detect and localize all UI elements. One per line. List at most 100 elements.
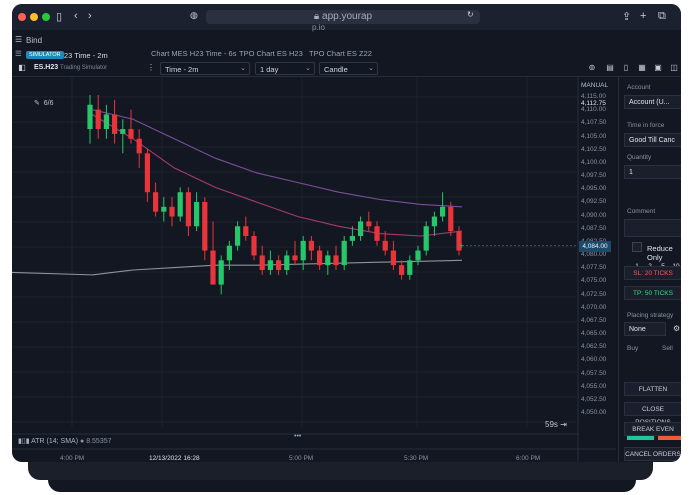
account-label: Account <box>627 84 651 91</box>
candle-up <box>218 260 224 285</box>
price-tick-label: 4,062.50 <box>581 343 607 351</box>
candle-up <box>284 255 290 271</box>
shield-icon: ◍ <box>190 10 198 20</box>
candle-up <box>87 104 93 130</box>
grid-icon[interactable]: ▦ <box>638 63 646 72</box>
price-tick-label: 4,075.00 <box>581 277 607 285</box>
reduce-only-checkbox[interactable] <box>632 242 642 252</box>
candle-down <box>448 206 454 232</box>
scale-mode[interactable]: MANUAL <box>581 82 609 89</box>
time-tick-label: 12/13/2022 16:28 <box>149 455 200 462</box>
quantity-input[interactable]: 1 <box>624 165 681 179</box>
price-tick-label: 4,070.00 <box>581 303 607 311</box>
window-icon[interactable]: ▣ <box>654 63 662 72</box>
candle-up <box>267 260 273 271</box>
tab-tpo-es-z22[interactable]: TPO Chart ES Z22 <box>309 49 372 58</box>
price-tick-label: 4,110.00 <box>581 106 606 114</box>
url-bar[interactable]: 🔒︎ app.yourap <box>206 10 480 24</box>
table-icon[interactable]: ▤ <box>606 63 614 72</box>
symbol-name[interactable]: ES.H23 <box>34 64 59 71</box>
price-tick-label: 4,080.00 <box>581 251 607 258</box>
candle-down <box>317 250 323 266</box>
candle-up <box>194 201 200 227</box>
chevron-down-icon: ⌄ <box>240 65 246 72</box>
candle-down <box>202 201 208 251</box>
sidebar-icon[interactable]: ▯ <box>56 11 63 23</box>
candle-up <box>415 250 421 261</box>
break-even-button[interactable]: BREAK EVEN <box>624 422 681 436</box>
candle-down <box>169 206 175 217</box>
back-icon[interactable]: ‹ <box>74 10 78 22</box>
cancel-orders-button[interactable]: CANCEL ORDERS <box>624 447 681 461</box>
ma-magenta <box>91 113 463 237</box>
page-indicator[interactable]: ✎ 6/6 <box>34 99 54 107</box>
countdown-value: 59s <box>545 420 558 429</box>
comment-input[interactable] <box>624 219 681 237</box>
placing-strategy-value: None <box>629 326 646 333</box>
share-icon[interactable]: ⇪ <box>622 11 632 23</box>
chart-type-select[interactable]: Candle ⌄ <box>319 62 378 75</box>
price-tick-label: 4,087.50 <box>581 224 607 232</box>
minimize-dot[interactable] <box>30 13 38 21</box>
tif-label: Time in force <box>627 122 665 129</box>
range-select[interactable]: 1 day ⌄ <box>255 62 315 75</box>
simulator-badge: SIMULATOR <box>26 51 64 59</box>
more-icon[interactable]: ⋮ <box>147 63 155 72</box>
pencil-icon: ✎ <box>34 100 40 107</box>
tif-select[interactable]: Good Till Canc <box>624 133 681 147</box>
page-count: 6/6 <box>43 100 54 107</box>
tabs-menu-icon[interactable]: ☰ <box>15 49 22 58</box>
tab-tpo-es-h23[interactable]: TPO Chart ES H23 <box>239 49 303 58</box>
account-select[interactable]: Account (U... <box>624 95 681 109</box>
order-panel: Account Account (U... Time in force Good… <box>618 77 681 462</box>
settings-icon[interactable]: ⚙ <box>673 324 681 333</box>
candlestick-chart[interactable]: ••• + <box>12 77 616 462</box>
chat-icon[interactable]: ⊚ <box>588 63 596 72</box>
reload-icon[interactable]: ↻ <box>467 10 474 19</box>
sell-label: Sell <box>662 345 673 352</box>
candle-up <box>161 206 167 212</box>
tab-chart-mes-h23[interactable]: Chart MES H23 Time - 6s <box>151 49 237 58</box>
candle-down <box>308 240 314 251</box>
candle-up <box>226 245 232 261</box>
flatten-button[interactable]: FLATTEN <box>624 382 681 396</box>
menu-label[interactable]: Bind <box>26 36 43 45</box>
forward-icon[interactable]: › <box>88 10 92 22</box>
candle-down <box>210 250 216 285</box>
candle-down <box>292 255 298 261</box>
price-tick-label: 4,060.00 <box>581 356 607 364</box>
hamburger-icon[interactable]: ☰ <box>15 35 23 44</box>
mouse-icon[interactable]: ▯ <box>623 63 629 72</box>
candle-down <box>276 260 282 271</box>
candle-up <box>300 240 306 261</box>
placing-strategy-select[interactable]: None <box>624 322 666 336</box>
jump-to-end-icon[interactable]: ⇥ <box>560 420 567 429</box>
candle-up <box>120 129 126 134</box>
tabs-icon[interactable]: ⧉ <box>658 10 666 22</box>
candle-down <box>144 153 150 193</box>
interval-select[interactable]: Time - 2m ⌄ <box>160 62 250 75</box>
layout-icon[interactable]: ◧ <box>18 63 26 72</box>
maximize-dot[interactable] <box>42 13 50 21</box>
tab-label: Chart ES H23 Time - 2m <box>26 51 108 60</box>
expand-icon[interactable]: ◫ <box>670 63 678 72</box>
price-tick-label: 4,095.00 <box>581 185 607 193</box>
candle-down <box>128 129 134 139</box>
close-positions-button[interactable]: CLOSE POSITIONS <box>624 402 681 426</box>
account-value: Account (U... <box>629 99 670 106</box>
price-tick-label: 4,050.00 <box>581 409 607 416</box>
candle-down <box>456 231 462 251</box>
candle-down <box>112 114 118 134</box>
atr-indicator-label[interactable]: ▮▯▮ ATR (14; SMA) ● 8.55357 <box>18 438 112 445</box>
chart-toolbar: ◧ ES.H23 Trading Simulator ⋮ Time - 2m ⌄ … <box>12 61 681 77</box>
close-dot[interactable] <box>18 13 26 21</box>
ma-gray-left <box>12 271 93 276</box>
price-tick-label: 4,055.00 <box>581 382 607 390</box>
candle-up <box>177 192 183 217</box>
price-tick-label: 4,072.50 <box>581 290 607 298</box>
take-profit-button[interactable]: TP: 50 TICKS <box>624 286 681 300</box>
time-tick-label: 5:00 PM <box>289 455 314 462</box>
new-tab-icon[interactable]: + <box>640 10 647 22</box>
stop-loss-button[interactable]: SL: 20 TICKS <box>624 266 681 280</box>
candle-down <box>399 265 405 275</box>
